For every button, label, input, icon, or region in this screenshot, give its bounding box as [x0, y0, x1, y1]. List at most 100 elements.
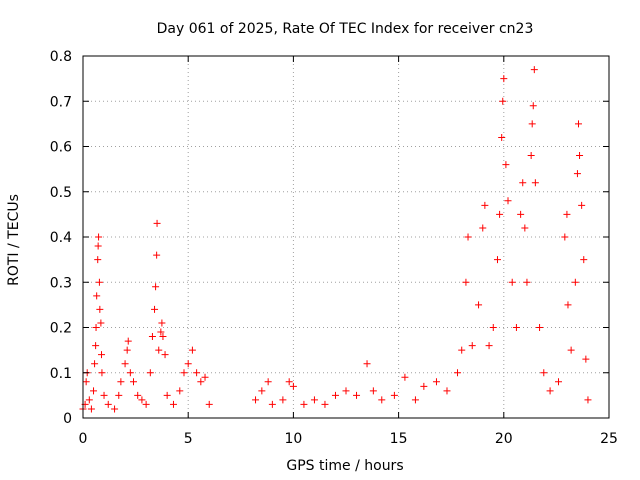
y-axis-label: ROTI / TECUs: [6, 194, 22, 286]
data-point: [152, 283, 160, 291]
y-tick-label: 0.1: [50, 366, 72, 382]
data-point: [123, 346, 131, 354]
data-point: [582, 355, 590, 363]
data-point: [353, 391, 361, 399]
data-point: [540, 369, 548, 377]
data-point: [580, 256, 588, 264]
data-point: [529, 102, 537, 110]
data-point: [201, 373, 209, 381]
data-point: [523, 278, 531, 286]
data-point: [369, 387, 377, 395]
data-point: [129, 378, 137, 386]
data-point: [146, 369, 154, 377]
x-axis-ticks: 0 5 10 15 20 25: [79, 56, 618, 447]
data-point: [264, 378, 272, 386]
data-point: [390, 391, 398, 399]
data-point: [432, 378, 440, 386]
data-point: [85, 396, 93, 404]
data-point: [528, 120, 536, 128]
data-point: [498, 133, 506, 141]
data-point: [98, 351, 106, 359]
data-point: [342, 387, 350, 395]
data-point: [519, 179, 527, 187]
y-tick-label: 0.8: [50, 49, 72, 65]
y-tick-label: 0.4: [50, 230, 72, 246]
data-point: [475, 301, 483, 309]
data-points: [79, 66, 592, 413]
data-point: [176, 387, 184, 395]
data-point: [115, 391, 123, 399]
data-point: [563, 210, 571, 218]
data-point: [158, 319, 166, 327]
data-point: [82, 378, 90, 386]
x-axis-label: GPS time / hours: [286, 458, 403, 474]
data-point: [157, 328, 165, 336]
data-point: [462, 278, 470, 286]
data-point: [159, 333, 167, 341]
data-point: [95, 278, 103, 286]
data-point: [531, 179, 539, 187]
data-point: [512, 324, 520, 331]
data-point: [252, 396, 260, 404]
data-point: [363, 360, 371, 368]
data-point: [258, 387, 266, 395]
data-point: [502, 161, 510, 169]
y-tick-label: 0.5: [50, 185, 72, 201]
data-point: [378, 396, 386, 404]
data-point: [92, 342, 100, 350]
x-tick-label: 15: [390, 431, 408, 447]
x-tick-label: 0: [79, 431, 88, 447]
data-point: [93, 292, 101, 300]
data-point: [96, 305, 104, 313]
data-point: [134, 391, 142, 399]
data-point: [90, 387, 98, 395]
x-tick-label: 25: [600, 431, 618, 447]
data-point: [517, 210, 525, 218]
data-point: [536, 324, 544, 331]
data-point: [100, 391, 108, 399]
data-point: [546, 387, 554, 395]
data-point: [321, 400, 329, 408]
data-point: [564, 301, 572, 309]
data-point: [197, 378, 205, 386]
data-point: [117, 378, 125, 386]
data-point: [561, 233, 569, 241]
data-point: [161, 351, 169, 359]
data-point: [573, 170, 581, 178]
data-point: [121, 360, 129, 368]
data-point: [169, 400, 177, 408]
data-point: [104, 400, 112, 408]
data-point: [458, 346, 466, 354]
data-point: [300, 400, 308, 408]
data-point: [530, 66, 538, 74]
data-point: [489, 324, 497, 331]
gridlines: [83, 56, 609, 418]
data-point: [98, 369, 106, 377]
data-point: [153, 219, 161, 227]
y-tick-label: 0.6: [50, 140, 72, 156]
data-point: [496, 210, 504, 218]
data-point: [205, 400, 213, 408]
data-point: [481, 201, 489, 209]
data-point: [91, 360, 99, 368]
x-tick-label: 5: [184, 431, 193, 447]
data-point: [443, 387, 451, 395]
data-point: [268, 400, 276, 408]
data-point: [521, 224, 529, 232]
data-point: [153, 251, 161, 259]
data-point: [148, 333, 156, 341]
chart-title: Day 061 of 2025, Rate Of TEC Index for r…: [157, 21, 534, 37]
data-point: [126, 369, 134, 377]
data-point: [411, 396, 419, 404]
data-point: [493, 256, 501, 264]
data-point: [420, 382, 428, 390]
data-point: [499, 97, 507, 105]
data-point: [527, 152, 535, 160]
y-tick-label: 0.3: [50, 275, 72, 291]
data-point: [97, 319, 105, 327]
data-point: [500, 75, 508, 83]
x-tick-label: 20: [495, 431, 513, 447]
data-point: [508, 278, 516, 286]
